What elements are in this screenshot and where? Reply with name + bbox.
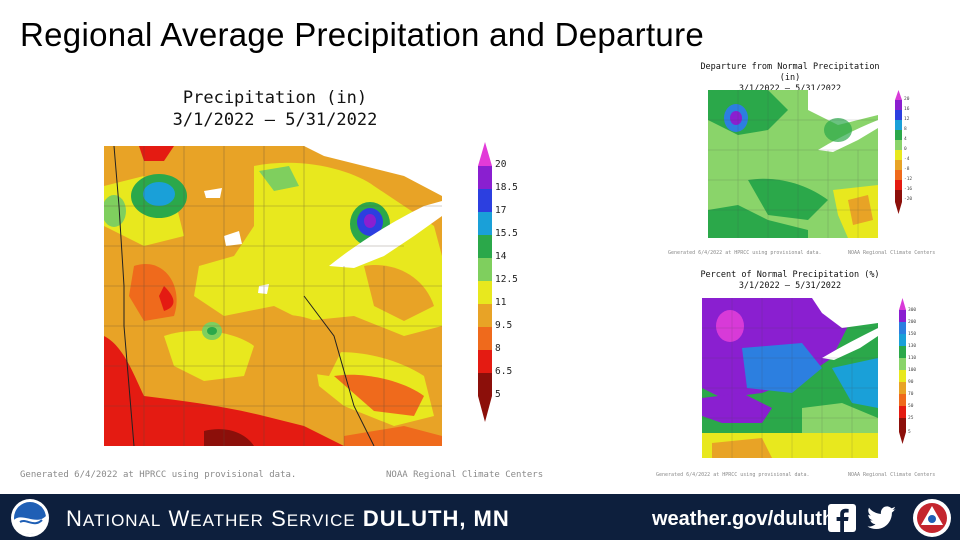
- departure-legend-label: 0: [904, 147, 907, 152]
- org-ervice: ERVICE: [286, 511, 356, 530]
- office-name: DULUTH, MN: [362, 506, 510, 531]
- org-w: W: [168, 506, 191, 531]
- departure-legend-label: 4: [904, 137, 907, 142]
- departure-generated-note: Generated 6/4/2022 at HPRCC using provis…: [668, 250, 822, 256]
- percent-legend-label: 90: [908, 380, 914, 385]
- facebook-icon[interactable]: [828, 504, 856, 532]
- departure-legend-label: -20: [904, 197, 913, 202]
- precipitation-legend-label: 12.5: [495, 274, 518, 285]
- main-map-title-line2: 3/1/2022 – 5/31/2022: [172, 110, 378, 130]
- main-map-title-line1: Precipitation (in): [182, 88, 368, 108]
- main-map-title: Precipitation (in) 3/1/2022 – 5/31/2022: [105, 87, 445, 131]
- departure-legend-label: 20: [904, 97, 910, 102]
- percent-legend-label: 100: [908, 368, 917, 373]
- percent-legend-label: 110: [908, 356, 917, 361]
- departure-map-title: Departure from Normal Precipitation (in)…: [700, 62, 880, 95]
- percent-legend-label: 50: [908, 404, 914, 409]
- precipitation-map: [104, 146, 442, 446]
- website-link[interactable]: weather.gov/duluth: [652, 508, 835, 530]
- precipitation-legend-label: 20: [495, 159, 507, 170]
- departure-legend-label: -16: [904, 187, 913, 192]
- percent-legend-label: 70: [908, 392, 914, 397]
- departure-legend-label: -8: [904, 167, 910, 172]
- precipitation-legend-label: 9.5: [495, 320, 513, 331]
- percent-source-note: NOAA Regional Climate Centers: [848, 472, 936, 478]
- departure-legend-label: 12: [904, 117, 910, 122]
- departure-legend-label: -12: [904, 177, 913, 182]
- org-n: N: [66, 506, 83, 531]
- departure-map-title-line2: 3/1/2022 – 5/31/2022: [738, 84, 842, 94]
- noaa-logo[interactable]: [10, 498, 50, 538]
- percent-map: [702, 298, 878, 458]
- org-s: S: [271, 506, 287, 531]
- precipitation-legend-label: 17: [495, 205, 507, 216]
- departure-map-title-line1: Departure from Normal Precipitation (in): [700, 62, 880, 83]
- main-generated-note: Generated 6/4/2022 at HPRCC using provis…: [20, 470, 297, 480]
- slide-title: Regional Average Precipitation and Depar…: [20, 16, 705, 53]
- percent-legend-label: 130: [908, 344, 917, 349]
- nws-logo[interactable]: [912, 498, 952, 538]
- percent-legend-label: 150: [908, 332, 917, 337]
- departure-legend-label: 16: [904, 107, 910, 112]
- precipitation-legend-label: 11: [495, 297, 507, 308]
- percent-legend-label: 25: [908, 416, 914, 421]
- departure-legend-bar: [895, 90, 902, 214]
- departure-source-note: NOAA Regional Climate Centers: [848, 250, 936, 256]
- precipitation-legend-label: 18.5: [495, 182, 518, 193]
- footer-org-name: NATIONAL WEATHER SERVICE DULUTH, MN: [66, 506, 510, 532]
- precipitation-legend-label: 8: [495, 343, 501, 354]
- percent-legend-bar: [899, 298, 906, 444]
- percent-map-title: Percent of Normal Precipitation (%) 3/1/…: [700, 270, 880, 292]
- percent-legend-label: 5: [908, 430, 911, 435]
- departure-legend-label: 8: [904, 127, 907, 132]
- percent-map-svg: [702, 298, 878, 458]
- footer-bar: [0, 494, 960, 540]
- percent-map-title-line2: 3/1/2022 – 5/31/2022: [738, 281, 842, 291]
- percent-map-title-line1: Percent of Normal Precipitation (%): [700, 270, 880, 280]
- departure-legend-label: -4: [904, 157, 910, 162]
- precipitation-legend-bar: [478, 142, 492, 422]
- precipitation-legend-label: 15.5: [495, 228, 518, 239]
- precipitation-legend: [478, 142, 538, 424]
- org-eather: EATHER: [190, 511, 264, 530]
- departure-map: [708, 90, 878, 238]
- departure-map-svg: [708, 90, 878, 238]
- main-source-note: NOAA Regional Climate Centers: [386, 470, 544, 480]
- percent-legend-label: 200: [908, 320, 917, 325]
- precipitation-legend-label: 5: [495, 389, 501, 400]
- precipitation-legend-label: 6.5: [495, 366, 513, 377]
- twitter-icon[interactable]: [866, 504, 898, 532]
- org-ational: ATIONAL: [82, 511, 162, 530]
- percent-legend-label: 300: [908, 308, 917, 313]
- percent-generated-note: Generated 6/4/2022 at HPRCC using provis…: [656, 472, 810, 478]
- precipitation-legend-label: 14: [495, 251, 507, 262]
- precipitation-map-svg: [104, 146, 442, 446]
